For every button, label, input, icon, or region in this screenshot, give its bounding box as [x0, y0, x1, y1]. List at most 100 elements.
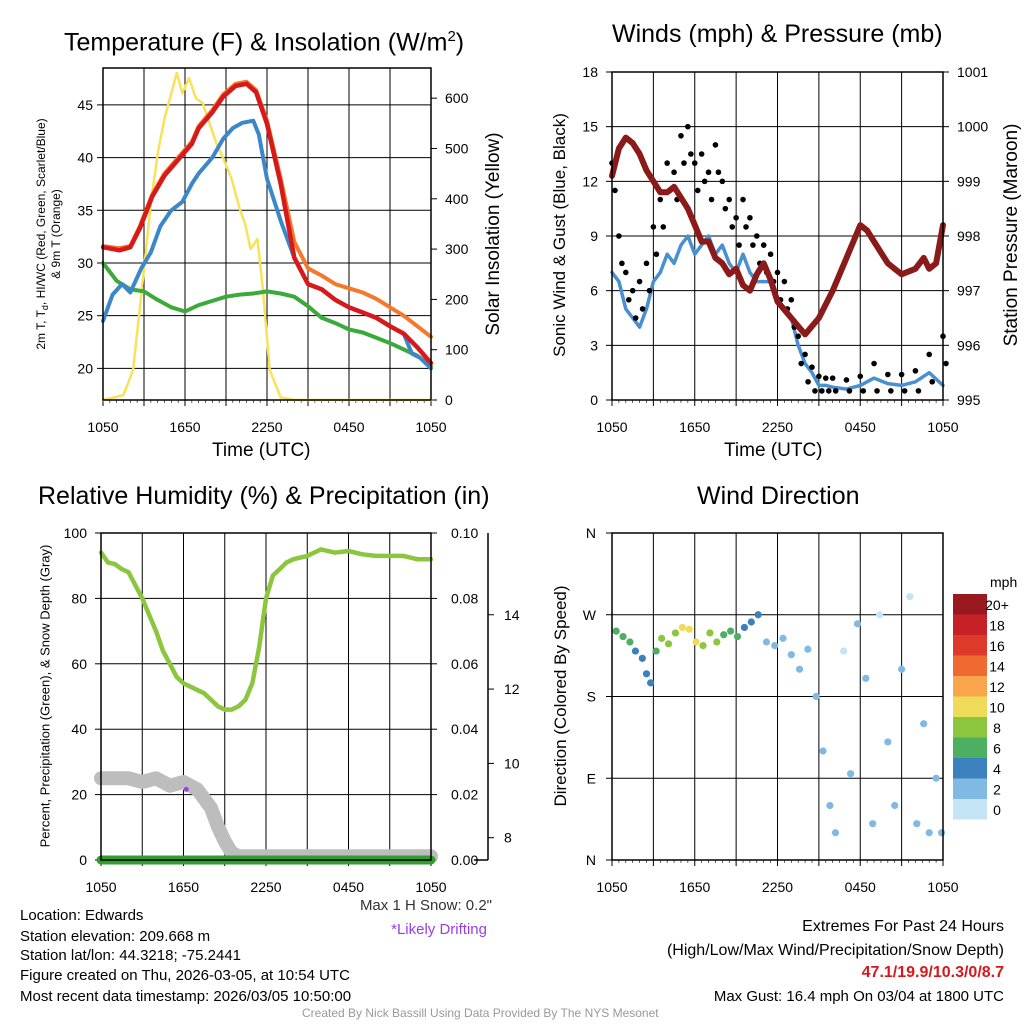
p2-gust-point [636, 278, 643, 285]
p4-direction-point [795, 665, 804, 673]
p2-gust-point [688, 151, 694, 157]
p2-gust-point [943, 360, 949, 367]
info-recent: Most recent data timestamp: 2026/03/05 1… [20, 988, 352, 1005]
p4-direction-point [938, 829, 946, 837]
p4-x-tick-label: 1050 [927, 879, 958, 895]
p4-direction-point [862, 674, 870, 682]
p4-direction-point [720, 631, 728, 639]
p4-direction-point [626, 638, 634, 646]
p4-direction-point [733, 632, 742, 641]
legend-label: 12 [989, 679, 1005, 695]
p3-x-tick-label: 2250 [250, 879, 281, 895]
p2-gust-point [754, 233, 760, 239]
p4-x-tick-label: 2250 [762, 879, 793, 895]
p3-snow-tick-label: 12 [504, 681, 520, 697]
legend-label: 6 [993, 741, 1001, 757]
p1-y-tick-label: 35 [77, 202, 93, 218]
p2-gust-point [646, 287, 653, 294]
p2-gust-point [750, 242, 756, 248]
p3-plot-frame [100, 532, 432, 861]
p1-y2-tick-label: 600 [445, 90, 469, 106]
p3-drifting-marker [183, 786, 189, 792]
p1-y-tick-label: 25 [77, 308, 93, 324]
legend-swatch [953, 635, 987, 656]
p2-series-wind [610, 234, 945, 391]
legend-label: 14 [989, 659, 1005, 675]
p2-y-tick-label: 0 [590, 392, 598, 408]
p2-y-tick-label: 9 [590, 228, 598, 244]
p2-gust-point [846, 388, 853, 394]
p4-direction-point [898, 665, 906, 673]
p1-y-tick-label: 45 [77, 97, 93, 113]
extremes-subtitle: (High/Low/Max Wind/Precipitation/Snow De… [666, 942, 1004, 959]
p2-gust-point [643, 260, 650, 267]
p3-x-tick-label: 1650 [168, 879, 199, 895]
p4-y-tick-label: S [587, 689, 596, 705]
legend-label: 2 [993, 782, 1001, 798]
extremes-values: 47.1/19.9/10.3/0/8.7 [861, 964, 1004, 981]
p4-direction-point [869, 820, 877, 828]
p2-gust-point [812, 388, 818, 394]
p4-direction-point [762, 638, 771, 646]
p2-series-pressure [609, 134, 946, 338]
p4-y-tick-label: E [587, 770, 596, 786]
legend-label: 20+ [985, 597, 1009, 613]
p2-gust-point [671, 169, 677, 176]
p2-gust-point [781, 278, 788, 285]
p4-direction-point [747, 618, 755, 626]
p1-plot-frame [102, 67, 432, 401]
p2-gust-point [632, 315, 639, 321]
p3-x-tick-label: 0450 [333, 879, 364, 895]
p1-x-tick-label: 2250 [251, 419, 282, 435]
max-snow-note: Max 1 H Snow: 0.2" [359, 897, 492, 914]
p2-gust-point [660, 224, 667, 230]
p3-y-tick-label: 60 [71, 656, 87, 672]
p3-y2-tick-label: 0.00 [451, 852, 478, 868]
p3-y2-tick-label: 0.02 [451, 787, 478, 803]
p2-gust-point [760, 242, 767, 248]
p2-gust-point [715, 169, 722, 176]
p2-gust-point [736, 242, 742, 248]
p2-gust-point [774, 269, 781, 276]
p2-gust-point [809, 364, 815, 371]
p2-gust-point [912, 368, 919, 374]
p1-series-solar [101, 71, 433, 402]
panel3-ylabel-left: Percent, Precipitation (Green), & Snow D… [37, 544, 53, 848]
legend-label: 4 [993, 761, 1001, 777]
info-location: Location: Edwards [20, 907, 144, 924]
p2-gust-point [795, 333, 801, 340]
p4-direction-point [638, 654, 646, 662]
p2-gust-point [619, 260, 625, 267]
p4-x-tick-label: 1050 [596, 879, 627, 895]
p2-gust-point [740, 196, 746, 203]
p4-direction-point [804, 645, 812, 653]
p2-y2-tick-label: 998 [957, 228, 981, 244]
p2-gust-point [650, 224, 657, 230]
p4-y-tick-label: N [586, 852, 596, 868]
p2-gust-point [733, 214, 739, 221]
p2-x-tick-label: 0450 [845, 419, 876, 435]
p4-direction-point [913, 820, 921, 828]
p2-y2-tick-label: 995 [957, 392, 981, 408]
p2-y-tick-label: 15 [582, 119, 598, 135]
p4-direction-point [631, 647, 640, 655]
p3-series-rh [98, 547, 434, 712]
likely-drifting-note: *Likely Drifting [391, 921, 487, 938]
p2-gust-point [722, 205, 729, 212]
p2-gust-point [825, 388, 832, 394]
panel1-ylabel-right: Solar Insolation (Yellow) [483, 132, 504, 336]
p4-direction-point [647, 679, 655, 687]
p2-y2-tick-label: 997 [957, 283, 981, 299]
panel2-ylabel-left: Sonic Wind & Gust (Blue, Black) [550, 113, 569, 357]
p2-gust-point [857, 373, 864, 380]
p3-y2-tick-label: 0.08 [451, 590, 478, 606]
p1-y2-tick-label: 100 [445, 342, 469, 358]
extremes-title: Extremes For Past 24 Hours [802, 918, 1004, 935]
p4-direction-point [740, 623, 749, 632]
p2-gust-point [816, 373, 822, 380]
legend-swatch [953, 758, 987, 779]
p1-series-temp [100, 81, 434, 366]
p2-gust-point [691, 160, 698, 166]
p4-direction-point [779, 634, 787, 642]
p4-direction-point [932, 774, 940, 782]
